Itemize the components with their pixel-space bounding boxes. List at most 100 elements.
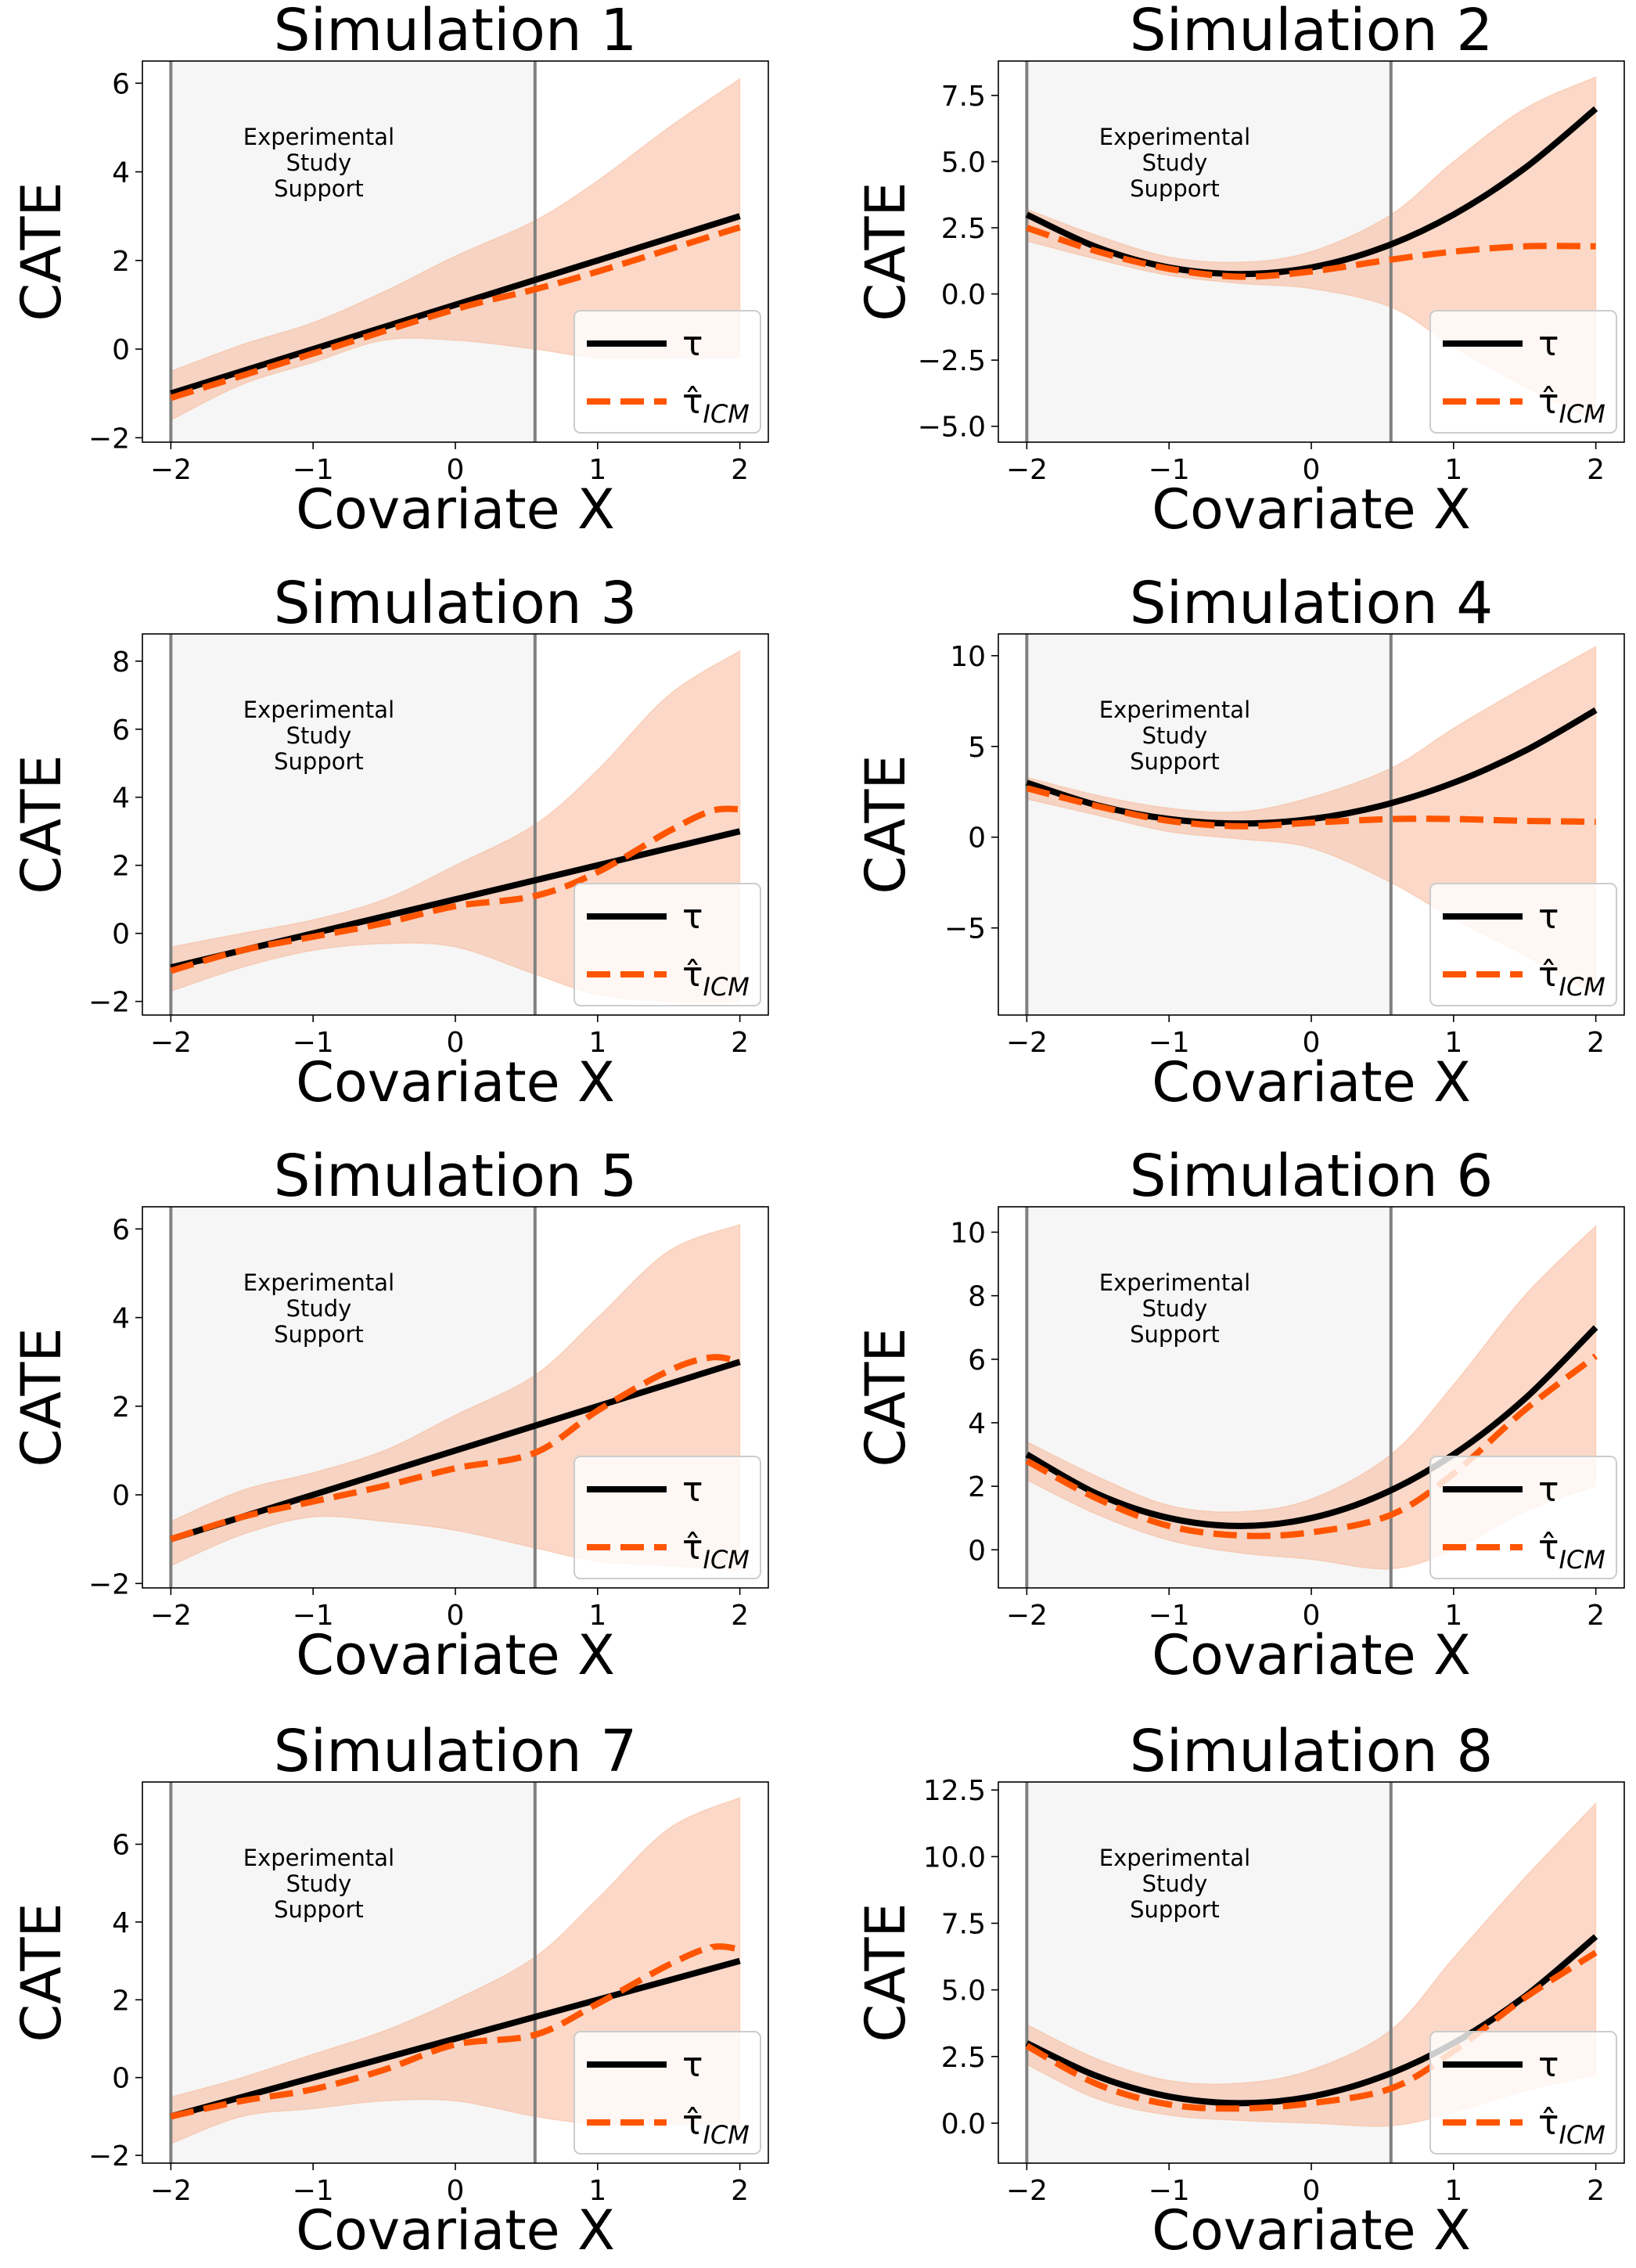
x-tick-label: −2 — [1006, 2175, 1048, 2207]
y-tick-label: 10 — [950, 641, 986, 673]
x-tick-label: 0 — [447, 2175, 465, 2207]
legend-symbol: τ̂ — [1538, 955, 1559, 995]
series-line-tau-hat — [1025, 1949, 1598, 2112]
y-tick-label: 2 — [968, 1471, 986, 1503]
y-axis-label: CATE — [9, 754, 74, 894]
x-tick-label: 2 — [1587, 1600, 1605, 1632]
legend-subscript: ICM — [1559, 1545, 1605, 1575]
support-label-line: Support — [1130, 175, 1220, 202]
support-label-line: Support — [1130, 748, 1220, 775]
series-line-tau — [1026, 707, 1598, 827]
legend: τ τ̂ICM — [1429, 310, 1617, 434]
subplot-8: Experimental Study Support −2 −1 0 1 2 0.0 2.5 5.0… — [854, 1718, 1625, 2263]
x-tick-label: −2 — [1006, 1027, 1048, 1059]
subplot-6: Experimental Study Support −2 −1 0 1 2 0 2 4 6 8 10 Si… — [854, 1143, 1625, 1687]
support-label-line: Study — [1142, 1295, 1208, 1322]
y-tick-label: 0 — [112, 2063, 130, 2095]
y-tick-label: 0 — [112, 334, 130, 366]
subplot-title: Simulation 7 — [274, 1718, 638, 1785]
legend: τ τ̂ICM — [1429, 883, 1617, 1006]
y-tick-label: 2 — [112, 246, 130, 278]
series-line-tau — [170, 1359, 741, 1543]
legend-symbol: τ — [682, 1470, 703, 1510]
subplot-title: Simulation 4 — [1130, 570, 1494, 637]
legend-subscript: ICM — [703, 2120, 750, 2150]
x-tick-label: −1 — [293, 1600, 334, 1632]
y-tick-label: −2 — [88, 1568, 130, 1600]
legend-label-tau-hat: τ̂ICM — [1538, 1528, 1605, 1575]
legend-label-tau-hat: τ̂ICM — [1538, 955, 1605, 1002]
y-tick-label: 0.0 — [941, 2108, 986, 2140]
support-label-line: Support — [1130, 1321, 1220, 1348]
legend-label-tau-hat: τ̂ICM — [682, 2103, 750, 2150]
y-tick-label: 0.0 — [941, 279, 986, 311]
x-tick-label: 1 — [1444, 2175, 1462, 2207]
support-label-line: Experimental — [243, 1845, 394, 1871]
x-tick-label: 1 — [1444, 1600, 1462, 1632]
subplot-title: Simulation 1 — [274, 0, 638, 64]
x-tick-label: −1 — [1149, 2175, 1190, 2207]
y-tick-label: 2 — [112, 851, 130, 883]
support-label-line: Experimental — [1099, 124, 1250, 150]
support-label-line: Experimental — [243, 1269, 394, 1296]
y-axis-label: CATE — [9, 182, 74, 321]
subplot-2: Experimental Study Support −2 −1 0 1 2 −5.0 −2.5 0… — [854, 0, 1625, 542]
y-tick-label: 2.5 — [941, 2042, 986, 2074]
x-tick-label: 1 — [1444, 1027, 1462, 1059]
y-tick-label: 4 — [112, 1303, 130, 1335]
x-tick-label: 0 — [447, 1027, 465, 1059]
legend: τ τ̂ICM — [573, 310, 761, 434]
subplot-title: Simulation 8 — [1130, 1718, 1494, 1785]
support-region-label: Experimental Study Support — [243, 1845, 394, 1923]
legend-subscript: ICM — [703, 399, 750, 429]
y-tick-label: 4 — [112, 1907, 130, 1939]
legend: τ τ̂ICM — [573, 1456, 761, 1579]
y-tick-label: 0 — [968, 1535, 986, 1567]
support-label-line: Support — [274, 1321, 364, 1348]
series-line-tau-hat — [170, 805, 740, 974]
support-label-line: Study — [286, 722, 352, 749]
subplot-7: Experimental Study Support −2 −1 0 1 2 −2 0 2 4 6 Sim… — [9, 1718, 769, 2263]
x-tick-label: −2 — [150, 1600, 192, 1632]
y-tick-label: 12.5 — [923, 1775, 986, 1807]
support-label-line: Experimental — [243, 697, 394, 723]
y-tick-label: 7.5 — [941, 1908, 986, 1940]
legend: τ τ̂ICM — [573, 2031, 761, 2155]
plot-area — [169, 1207, 741, 1588]
series-line-tau — [1025, 106, 1598, 278]
y-tick-label: 10.0 — [923, 1841, 986, 1874]
legend-label-tau: τ — [1538, 897, 1559, 937]
legend-symbol: τ̂ — [682, 382, 703, 422]
legend-label-tau: τ — [1538, 1470, 1559, 1510]
y-tick-label: 10 — [950, 1217, 986, 1249]
series-line-tau-hat — [170, 224, 741, 401]
y-tick-label: 2 — [112, 1391, 130, 1424]
y-tick-label: 2.5 — [941, 213, 986, 245]
series-line-tau — [170, 828, 741, 970]
x-tick-label: 2 — [731, 1027, 749, 1059]
x-axis-label: Covariate X — [296, 1050, 615, 1114]
y-tick-label: 6 — [968, 1345, 986, 1377]
support-label-line: Study — [286, 149, 352, 176]
x-tick-label: 1 — [588, 1600, 606, 1632]
x-axis-label: Covariate X — [296, 477, 615, 542]
support-region — [171, 1207, 535, 1588]
legend: τ τ̂ICM — [573, 883, 761, 1006]
x-tick-label: 0 — [1303, 1600, 1321, 1632]
support-label-line: Experimental — [1099, 697, 1250, 723]
y-tick-label: −2 — [88, 2140, 130, 2173]
support-label-line: Support — [274, 175, 364, 202]
subplot-1: Experimental Study Support −2 −1 0 1 2 −2 0 2 4 6 Sim… — [9, 0, 769, 542]
legend-symbol: τ̂ — [1538, 2103, 1559, 2143]
series-line-tau — [170, 1957, 741, 2120]
x-tick-label: 0 — [1303, 454, 1321, 486]
legend-label-tau: τ — [1538, 2045, 1559, 2085]
legend-label-tau: τ — [682, 1470, 703, 1510]
y-tick-label: 6 — [112, 715, 130, 747]
legend-symbol: τ̂ — [682, 1528, 703, 1568]
subplot-5: Experimental Study Support −2 −1 0 1 2 −2 0 2 4 6 Sim… — [9, 1143, 769, 1687]
x-axis-label: Covariate X — [296, 2198, 615, 2263]
y-tick-label: 0 — [112, 1480, 130, 1512]
legend-symbol: τ̂ — [1538, 1528, 1559, 1568]
